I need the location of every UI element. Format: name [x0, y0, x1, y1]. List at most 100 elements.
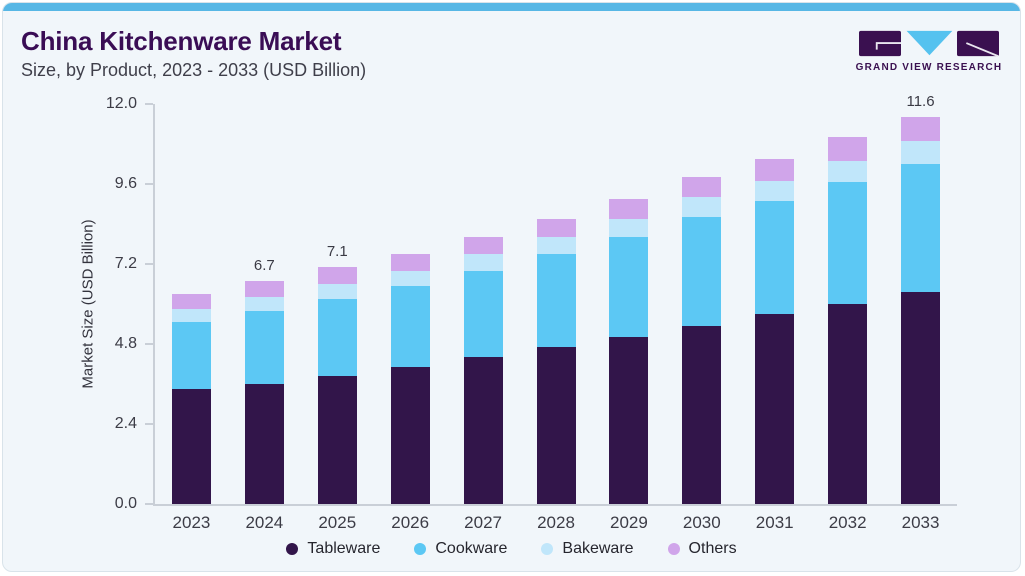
- bar-segment-cookware: [901, 164, 941, 293]
- bar-segment-tableware: [609, 337, 649, 504]
- bar-value-label: 6.7: [253, 256, 275, 274]
- bar-2026: [390, 253, 430, 504]
- y-tick-mark: [145, 263, 153, 265]
- bar-segment-tableware: [755, 314, 795, 504]
- page-subtitle: Size, by Product, 2023 - 2033 (USD Billi…: [21, 60, 367, 80]
- x-axis-label: 2030: [682, 513, 721, 532]
- bar-2027: [463, 237, 503, 504]
- y-axis-title: Market Size (USD Billion): [79, 219, 97, 389]
- page-title: China Kitchenware Market: [21, 26, 342, 56]
- bar-2032: [828, 137, 868, 504]
- bar-segment-bakeware: [828, 160, 868, 183]
- logo-g-glyph: [875, 42, 901, 50]
- bar-segment-tableware: [682, 325, 722, 504]
- bar-segment-tableware: [536, 347, 576, 504]
- y-tick-mark: [145, 503, 153, 505]
- bar-segment-bakeware: [901, 140, 941, 165]
- bar-segment-cookware: [536, 254, 576, 348]
- bar-segment-others: [755, 159, 795, 181]
- legend-label: Tableware: [307, 540, 381, 557]
- y-tick-label: 2.4: [114, 415, 137, 432]
- bar-segment-others: [463, 237, 503, 254]
- bar-2025: [317, 267, 357, 504]
- x-axis-label: 2032: [828, 513, 867, 532]
- bar-segment-tableware: [901, 292, 941, 504]
- legend-swatch-icon: [286, 543, 299, 555]
- bar-segment-others: [390, 253, 430, 271]
- x-axis-label: 2027: [464, 513, 502, 532]
- bar-segment-bakeware: [609, 219, 649, 238]
- bar-segment-others: [171, 294, 211, 310]
- bar-value-label: 11.6: [906, 93, 935, 111]
- y-tick-label: 7.2: [114, 255, 137, 272]
- legend-label: Cookware: [435, 540, 508, 557]
- bar-segment-bakeware: [317, 284, 357, 300]
- y-tick-label: 9.6: [114, 175, 137, 192]
- bar-segment-bakeware: [463, 253, 503, 271]
- bar-segment-others: [828, 137, 868, 161]
- legend-item-others: Others: [667, 540, 737, 558]
- bar-segment-tableware: [244, 384, 284, 504]
- bar-segment-others: [682, 177, 722, 198]
- x-axis-label: 2031: [755, 513, 794, 532]
- y-tick-mark: [145, 103, 153, 105]
- bar-segment-tableware: [317, 375, 357, 504]
- chart-legend: Tableware Cookware Bakeware Others: [3, 540, 1020, 558]
- x-axis-label: 2024: [245, 513, 284, 532]
- legend-swatch-icon: [541, 543, 554, 555]
- bar-segment-others: [317, 267, 357, 285]
- stacked-bar-plot-area: 12.0 9.6 7.2 4.8 2.4 0.0 2023 6.7 2024 7.1 2025 202…: [106, 93, 957, 532]
- bar-segment-bakeware: [682, 197, 722, 218]
- bar-segment-bakeware: [244, 297, 284, 311]
- bar-2030: [682, 177, 722, 504]
- bar-2023: [171, 294, 211, 504]
- legend-swatch-icon: [667, 543, 680, 555]
- x-axis-label: 2028: [537, 513, 575, 532]
- bar-segment-bakeware: [536, 237, 576, 255]
- legend-item-bakeware: Bakeware: [541, 540, 634, 558]
- logo-r-leg: [965, 42, 999, 57]
- bar-segment-cookware: [390, 285, 430, 368]
- legend-label: Others: [688, 540, 737, 557]
- bar-2024: [244, 280, 284, 504]
- bar-segment-cookware: [682, 217, 722, 326]
- y-tick-label: 4.8: [114, 335, 137, 352]
- y-tick-mark: [145, 343, 153, 345]
- y-tick-mark: [145, 183, 153, 185]
- bar-value-label: 7.1: [326, 243, 348, 261]
- card-top-accent-bar: [3, 3, 1020, 11]
- bar-segment-bakeware: [171, 309, 211, 323]
- bar-segment-cookware: [244, 310, 284, 384]
- x-axis-label: 2026: [391, 513, 430, 532]
- bar-segment-cookware: [755, 200, 795, 314]
- bar-segment-others: [901, 117, 941, 141]
- logo-r-block: [957, 30, 999, 57]
- x-axis-label: 2033: [901, 513, 940, 532]
- logo-v-triangle-icon: [906, 30, 953, 56]
- bar-2029: [609, 199, 649, 504]
- legend-label: Bakeware: [562, 540, 634, 557]
- bar-2033: [901, 117, 941, 504]
- bar-segment-cookware: [317, 299, 357, 376]
- bar-segment-others: [609, 199, 649, 220]
- gvr-logo-text: GRAND VIEW RESEARCH: [855, 62, 1003, 73]
- chart-header: China Kitchenware Market Size, by Produc…: [21, 27, 366, 81]
- bar-2031: [755, 159, 795, 504]
- bar-segment-cookware: [828, 182, 868, 304]
- bar-segment-tableware: [390, 367, 430, 504]
- y-tick-mark: [145, 423, 153, 425]
- bar-segment-tableware: [463, 357, 503, 504]
- x-axis-label: 2023: [172, 513, 211, 532]
- bar-segment-others: [536, 219, 576, 238]
- legend-item-cookware: Cookware: [414, 540, 507, 558]
- gvr-logo: GRAND VIEW RESEARCH: [854, 30, 1004, 73]
- bar-segment-cookware: [609, 237, 649, 338]
- y-tick-label: 0.0: [114, 495, 137, 512]
- bar-2028: [536, 219, 576, 504]
- bar-segment-others: [244, 280, 284, 298]
- x-axis-label: 2029: [609, 513, 648, 532]
- y-tick-label: 12.0: [105, 95, 137, 112]
- legend-swatch-icon: [414, 543, 427, 555]
